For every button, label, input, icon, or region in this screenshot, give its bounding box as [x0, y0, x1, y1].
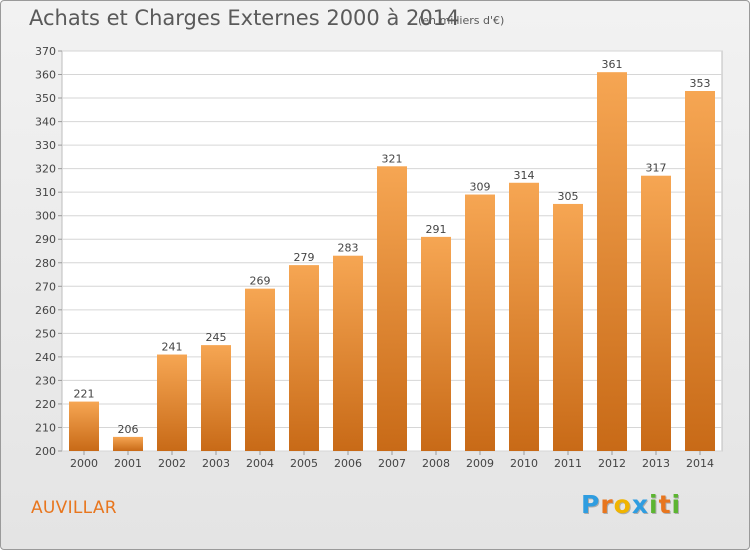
bar-2002	[157, 354, 187, 451]
x-tick-label: 2013	[642, 457, 670, 470]
bar-2004	[245, 288, 275, 451]
bar-2009	[465, 194, 495, 451]
chart-unit: (en milliers d'€)	[418, 14, 505, 27]
logo-letter: o	[613, 490, 632, 519]
bar-value-label: 314	[514, 169, 535, 182]
x-tick-label: 2005	[290, 457, 318, 470]
y-tick-label: 310	[35, 186, 56, 199]
x-tick-label: 2010	[510, 457, 538, 470]
y-tick-label: 240	[35, 351, 56, 364]
bar-2010	[509, 182, 539, 451]
x-tick-label: 2007	[378, 457, 406, 470]
y-tick-label: 280	[35, 257, 56, 270]
bar-value-label: 291	[426, 223, 447, 236]
y-tick-label: 210	[35, 421, 56, 434]
bar-value-label: 317	[646, 162, 667, 175]
y-tick-label: 230	[35, 374, 56, 387]
y-tick-label: 370	[35, 45, 56, 58]
x-tick-label: 2006	[334, 457, 362, 470]
bar-value-label: 321	[382, 152, 403, 165]
y-tick-label: 330	[35, 139, 56, 152]
y-tick-label: 350	[35, 92, 56, 105]
y-tick-label: 250	[35, 327, 56, 340]
logo-letter: P	[581, 490, 601, 519]
chart-title: Achats et Charges Externes 2000 à 2014	[29, 6, 460, 30]
place-name: AUVILLAR	[31, 498, 117, 518]
bars: 221 206 241 245 269 279 283 321 291 309 314 305 361 3…	[69, 58, 715, 452]
bar-2001	[113, 436, 143, 451]
bar-2008	[421, 236, 451, 451]
logo-letter: i	[671, 490, 682, 519]
bar-value-label: 309	[470, 181, 491, 194]
x-tick-label: 2004	[246, 457, 274, 470]
bar-value-label: 241	[162, 341, 183, 354]
y-tick-label: 270	[35, 280, 56, 293]
logo-letter: i	[649, 490, 659, 519]
x-tick-label: 2008	[422, 457, 450, 470]
x-tick-label: 2000	[70, 457, 98, 470]
bar-2013	[641, 175, 671, 452]
bar-2003	[201, 345, 231, 451]
x-tick-label: 2012	[598, 457, 626, 470]
bar-value-label: 206	[118, 423, 139, 436]
bar-value-label: 361	[602, 58, 623, 71]
bar-2012	[597, 72, 627, 452]
bar-2005	[289, 265, 319, 451]
bar-value-label: 305	[558, 190, 579, 203]
x-tick-label: 2014	[686, 457, 714, 470]
x-tick-label: 2002	[158, 457, 186, 470]
x-tick-label: 2001	[114, 457, 142, 470]
y-tick-label: 340	[35, 116, 56, 129]
bar-2007	[377, 166, 407, 451]
x-axis: 2000 2001 2002 2003 2004 2005 2006 2007 2008 2009…	[70, 451, 714, 470]
y-tick-label: 200	[35, 445, 56, 458]
y-tick-label: 290	[35, 233, 56, 246]
logo-letter: t	[658, 490, 672, 519]
y-tick-label: 300	[35, 210, 56, 223]
x-tick-label: 2011	[554, 457, 582, 470]
logo-letter: x	[631, 490, 649, 519]
bar-value-label: 353	[690, 77, 711, 90]
bar-value-label: 269	[250, 275, 271, 288]
bar-2011	[553, 203, 583, 451]
y-tick-label: 220	[35, 398, 56, 411]
bar-value-label: 245	[206, 331, 227, 344]
proxiti-logo: Proxiti	[581, 490, 681, 519]
y-axis: 200 210 220 230 240 250 260 270 280 290 300 310 320 3…	[35, 45, 62, 458]
bar-2000	[69, 401, 99, 451]
y-tick-label: 320	[35, 163, 56, 176]
bar-value-label: 279	[294, 251, 315, 264]
x-tick-label: 2009	[466, 457, 494, 470]
logo-letter: r	[600, 490, 614, 519]
bar-value-label: 221	[74, 388, 95, 401]
y-tick-label: 260	[35, 304, 56, 317]
x-tick-label: 2003	[202, 457, 230, 470]
y-tick-label: 360	[35, 69, 56, 82]
bar-2006	[333, 255, 363, 451]
bar-2014	[685, 91, 715, 451]
bar-value-label: 283	[338, 242, 359, 255]
